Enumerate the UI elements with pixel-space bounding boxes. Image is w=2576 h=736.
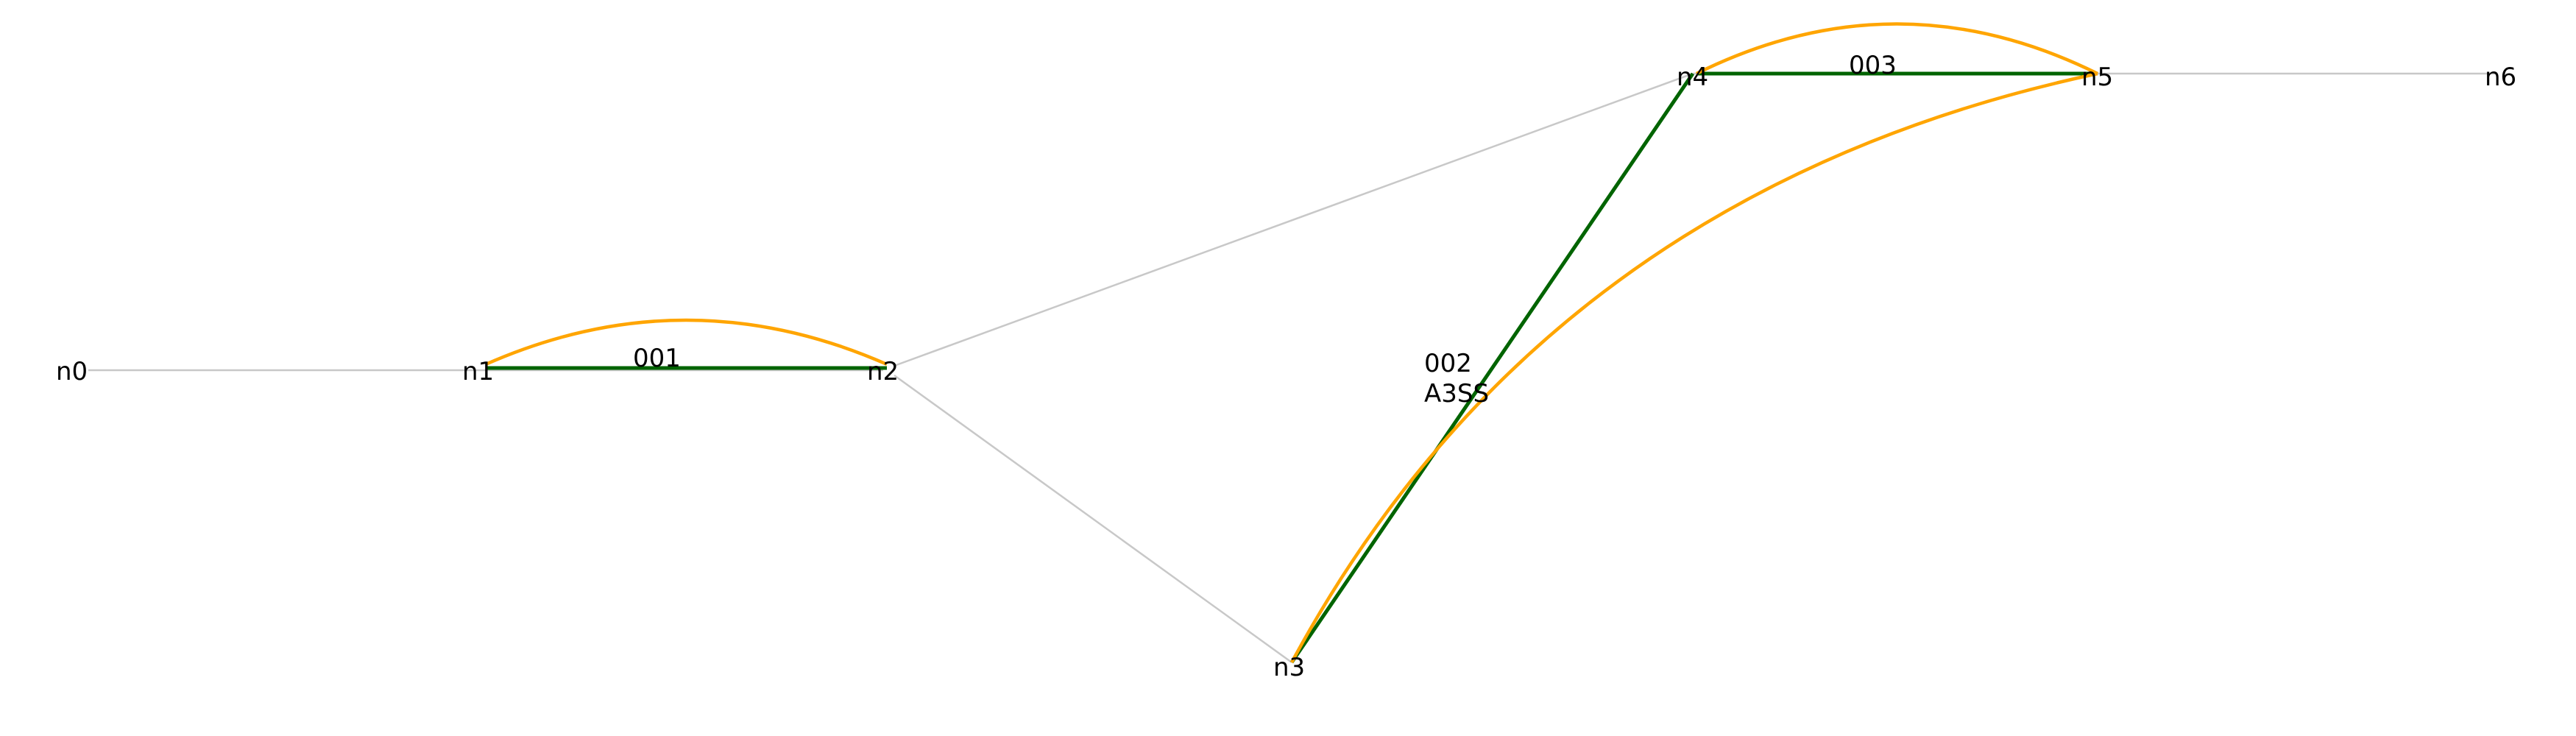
backbone-edge-n2-n3: [894, 374, 1292, 664]
event-arcs: [485, 22, 2098, 664]
node-label-n3: n3: [1273, 653, 1305, 682]
event-arc-003: [1696, 22, 2098, 76]
backbone-edge-n2-n4: [894, 72, 1694, 367]
node-label-n4: n4: [1677, 63, 1708, 92]
event-label-001: 001: [633, 344, 681, 373]
event-label-002-id: 002: [1424, 349, 1472, 378]
event-arc-002: [1290, 71, 2098, 664]
node-label-n6: n6: [2485, 63, 2516, 92]
event-label-002-type: A3SS: [1424, 379, 1489, 408]
node-label-n2: n2: [867, 357, 899, 386]
backbone-edges: [88, 72, 2495, 664]
node-label-n0: n0: [56, 357, 88, 386]
node-label-n1: n1: [462, 357, 494, 386]
event-edge-002: [1289, 72, 1695, 664]
event-arc-001: [485, 318, 888, 367]
event-label-003: 003: [1849, 51, 1897, 80]
event-edges: [486, 71, 2098, 664]
event-labels: 001 002 A3SS 003: [633, 51, 1897, 408]
node-labels: n0 n1 n2 n3 n4 n5 n6: [56, 63, 2516, 682]
node-label-n5: n5: [2081, 63, 2113, 92]
